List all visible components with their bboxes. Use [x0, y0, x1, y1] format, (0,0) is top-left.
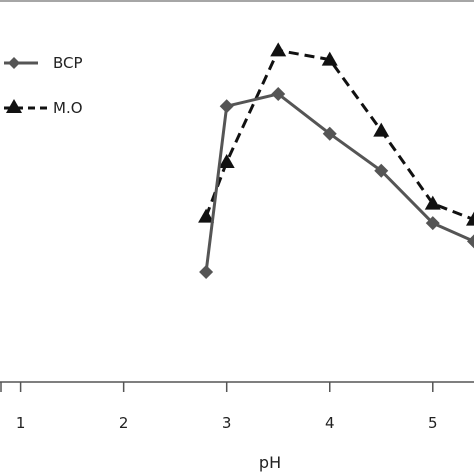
legend-item-bcp: BCP — [4, 54, 83, 72]
data-point-bcp — [425, 216, 440, 231]
x-ticks: 1 2 3 4 5 — [0, 382, 438, 432]
data-point-mo — [321, 51, 338, 66]
x-tick-label: 4 — [325, 414, 335, 432]
data-point-mo — [198, 208, 215, 223]
data-point-bcp — [374, 163, 389, 178]
data-point-mo — [466, 211, 474, 226]
data-point-mo — [218, 153, 235, 168]
x-tick-label: 1 — [16, 414, 26, 432]
data-point-bcp — [199, 264, 214, 279]
legend-label-mo: M.O — [53, 99, 83, 117]
x-tick-label: 3 — [222, 414, 232, 432]
x-tick-label: 5 — [428, 414, 438, 432]
series-layer — [198, 42, 474, 279]
x-tick-label: 2 — [119, 414, 129, 432]
legend-label-bcp: BCP — [53, 54, 83, 72]
data-point-mo — [424, 195, 441, 210]
legend: BCP M.O — [4, 54, 83, 117]
legend-item-mo: M.O — [4, 99, 83, 117]
data-point-bcp — [467, 234, 474, 249]
data-point-mo — [373, 122, 390, 137]
series-line-mo — [204, 48, 474, 222]
legend-marker-mo — [6, 99, 22, 113]
x-axis-title: pH — [259, 453, 281, 472]
data-point-bcp — [219, 99, 234, 114]
legend-marker-bcp — [8, 57, 20, 69]
data-point-bcp — [271, 86, 286, 101]
data-point-mo — [270, 42, 287, 57]
data-point-bcp — [322, 126, 337, 141]
